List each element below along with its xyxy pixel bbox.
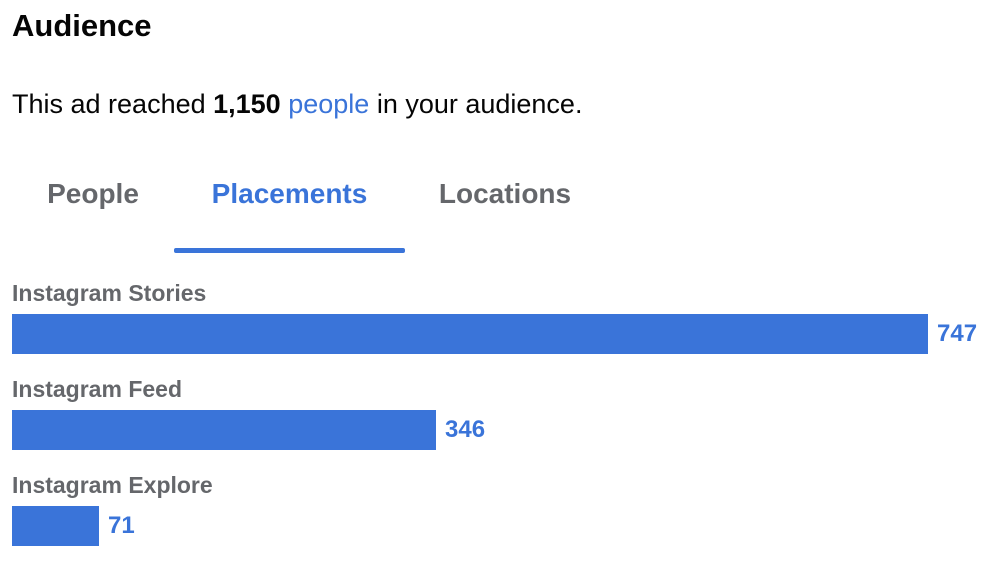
audience-tabs: People Placements Locations <box>12 168 712 254</box>
tab-placements[interactable]: Placements <box>211 178 368 209</box>
placement-value: 71 <box>108 512 135 539</box>
placement-label: Instagram Feed <box>12 376 182 402</box>
reach-count: 1,150 <box>213 89 281 119</box>
placement-bar <box>12 410 436 450</box>
placement-row: Instagram Explore 71 <box>12 468 992 564</box>
placement-value: 346 <box>445 416 486 443</box>
placement-bar <box>12 314 928 354</box>
placement-bar <box>12 506 99 546</box>
reach-summary: This ad reached 1,150 people in your aud… <box>12 89 582 120</box>
active-tab-indicator <box>174 248 405 253</box>
page-title: Audience <box>12 8 152 43</box>
summary-prefix: This ad reached <box>12 89 214 119</box>
tab-locations[interactable]: Locations <box>438 178 572 209</box>
placement-label: Instagram Explore <box>12 472 213 498</box>
placement-label: Instagram Stories <box>12 280 207 306</box>
placement-bar-track: 747 <box>12 314 992 354</box>
placement-row: Instagram Feed 346 <box>12 372 992 468</box>
placement-bar-track: 71 <box>12 506 992 546</box>
placement-value: 747 <box>937 320 978 347</box>
tab-people[interactable]: People <box>47 178 139 209</box>
placement-row: Instagram Stories 747 <box>12 276 992 372</box>
people-link[interactable]: people <box>288 89 370 119</box>
summary-suffix: in your audience. <box>369 89 583 119</box>
placements-list: Instagram Stories 747 Instagram Feed 346… <box>12 276 992 564</box>
placement-bar-track: 346 <box>12 410 992 450</box>
